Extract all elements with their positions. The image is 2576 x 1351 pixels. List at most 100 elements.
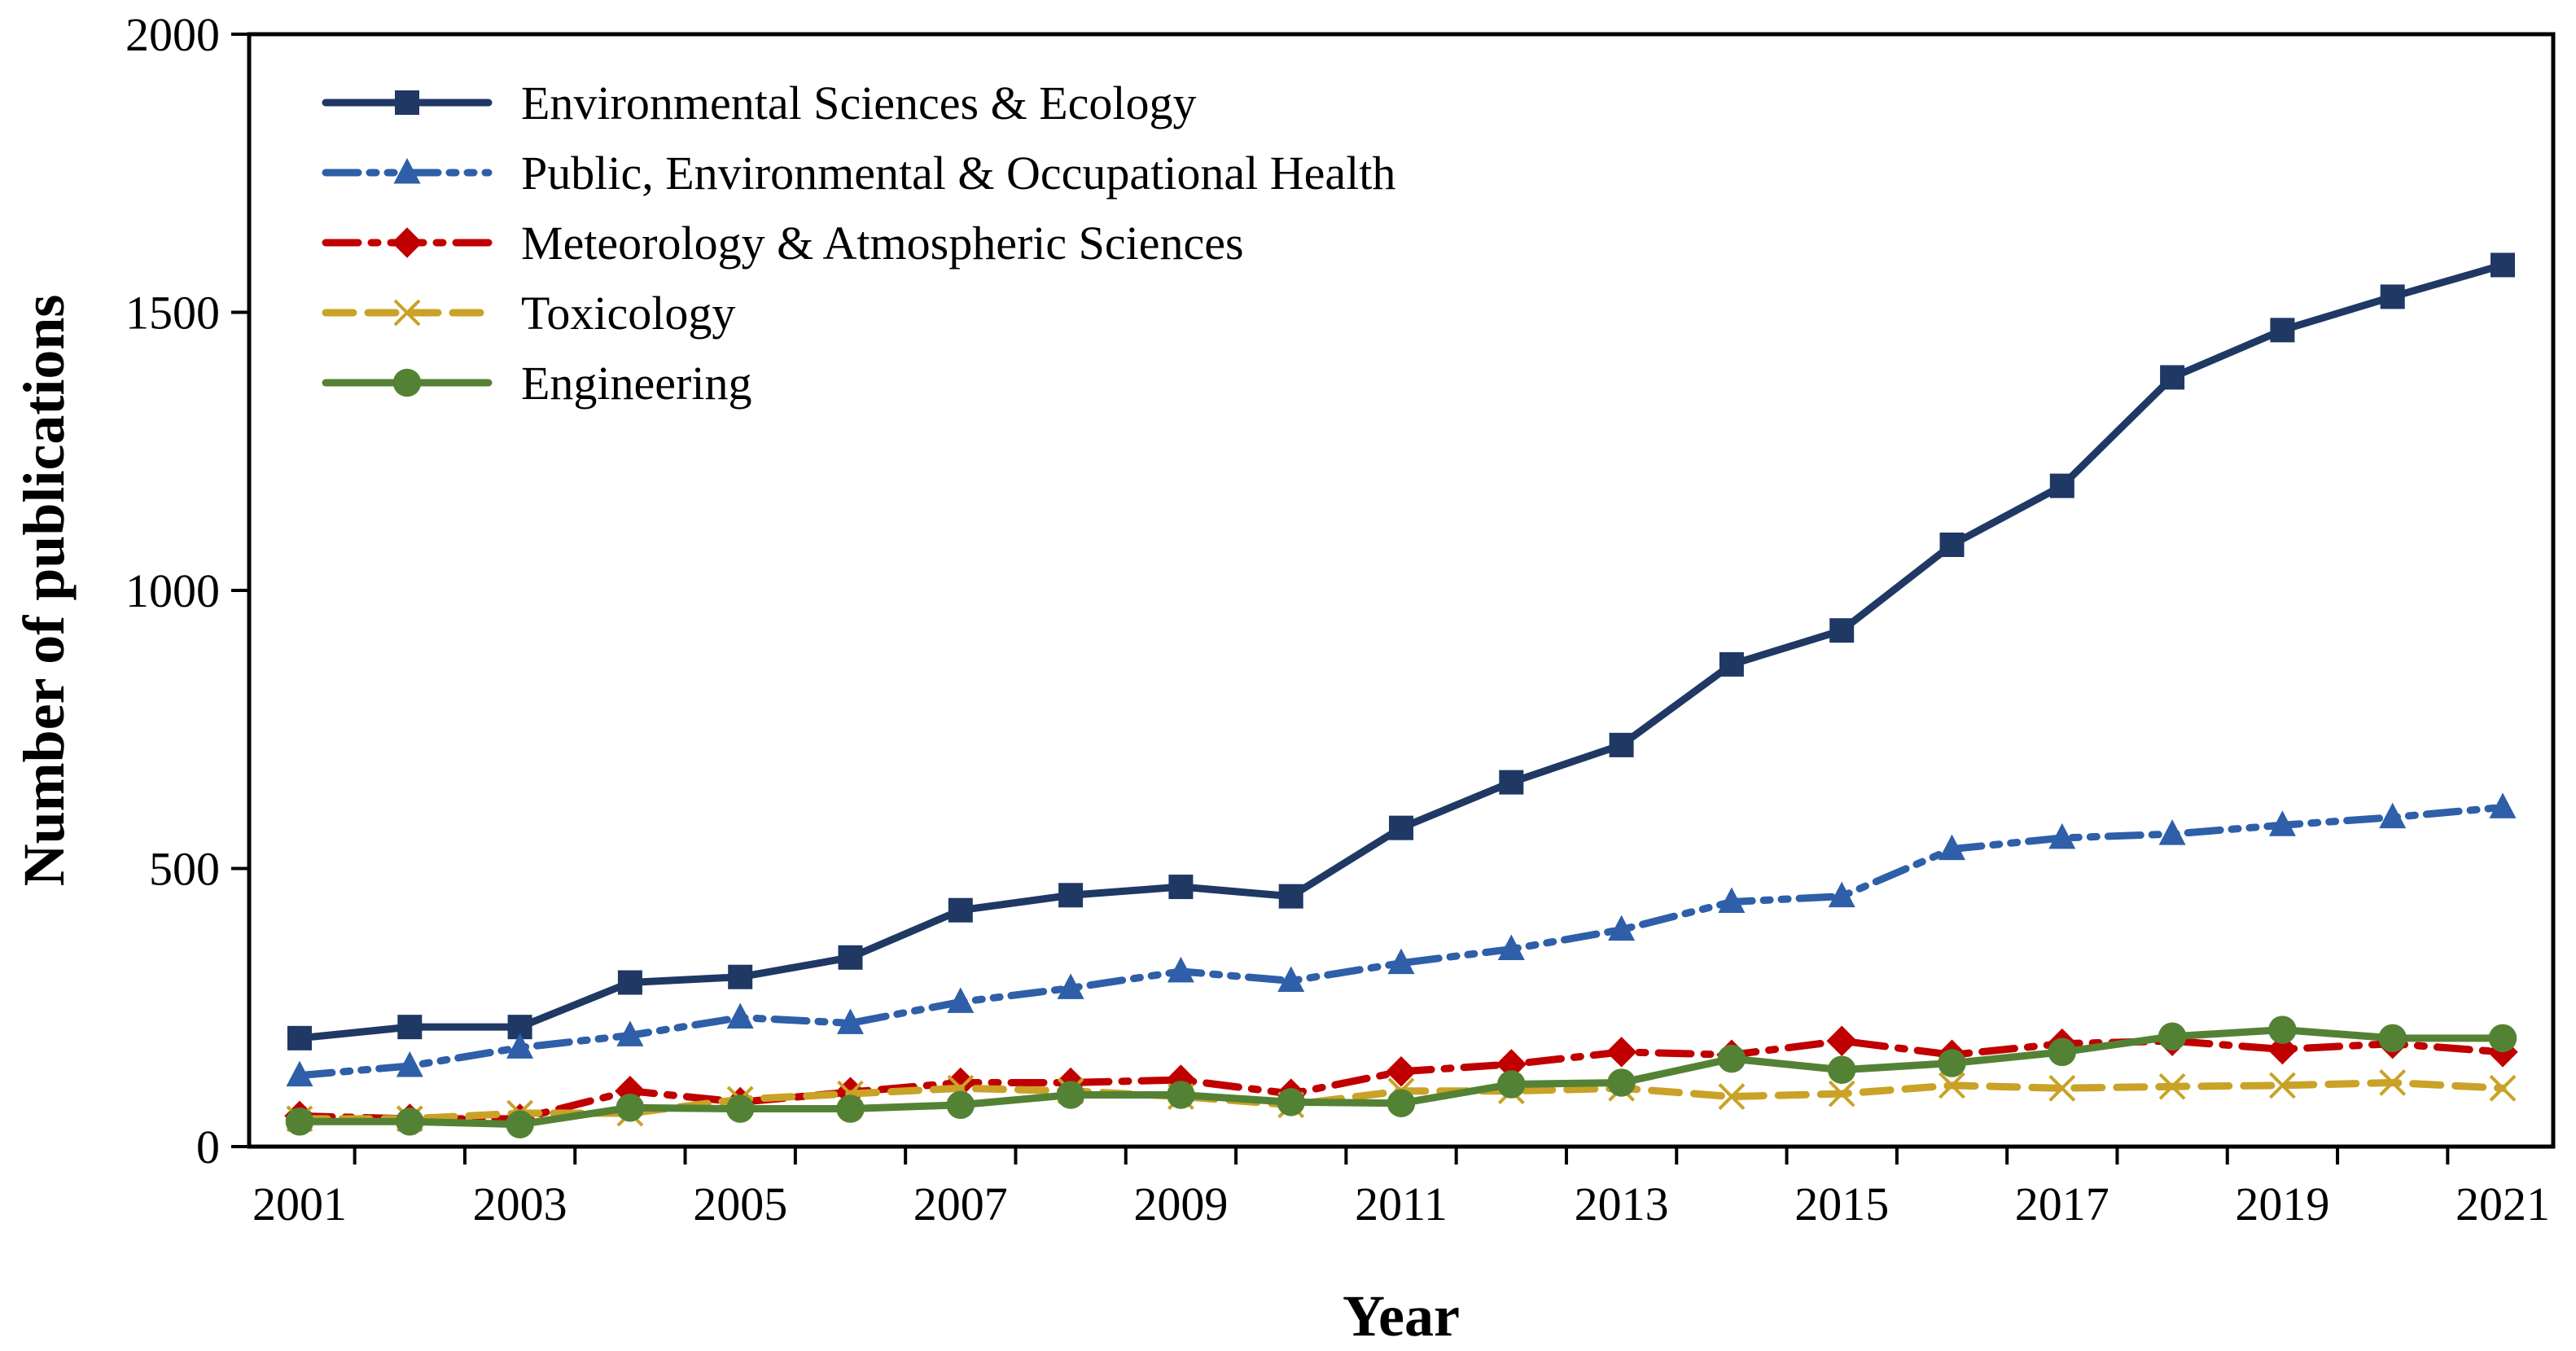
data-point — [1718, 1083, 1746, 1110]
data-point — [2489, 792, 2517, 818]
data-point — [396, 1108, 424, 1136]
legend-marker — [392, 368, 422, 397]
data-point — [1609, 732, 1634, 757]
series-5 — [285, 1015, 2517, 1138]
legend-label: Public, Environmental & Occupational Hea… — [521, 147, 1395, 200]
y-tick-label: 0 — [196, 1121, 220, 1173]
data-point — [2268, 810, 2296, 836]
data-point — [2268, 1072, 2296, 1099]
data-point — [617, 970, 642, 995]
data-point — [2489, 1074, 2517, 1102]
x-axis-ticks: 2001 2003 2005 2007 2009 2011 2013 2015 2017 2019… — [252, 1147, 2550, 1230]
data-point — [2491, 252, 2515, 278]
data-point — [2048, 822, 2076, 849]
legend-marker — [392, 227, 423, 258]
data-point — [285, 1108, 314, 1136]
legend-label: Toxicology — [521, 287, 735, 340]
data-point — [948, 897, 973, 923]
series-2 — [286, 792, 2517, 1087]
data-point — [1058, 883, 1084, 908]
data-point — [836, 1094, 865, 1123]
data-point — [1056, 1081, 1085, 1109]
y-tick-label: 1500 — [125, 287, 220, 340]
y-axis-ticks: 0 500 1000 1500 2000 — [125, 8, 249, 1173]
data-point — [506, 1110, 534, 1138]
data-point — [1939, 1072, 1965, 1099]
x-tick-label: 2003 — [473, 1178, 567, 1230]
y-tick-label: 500 — [149, 843, 220, 896]
data-point — [506, 1033, 534, 1059]
data-point — [616, 1020, 644, 1046]
legend-label: Meteorology & Atmospheric Sciences — [521, 217, 1244, 270]
data-point — [838, 945, 863, 970]
data-point — [2378, 1024, 2407, 1053]
data-point — [2160, 365, 2185, 390]
data-point — [2270, 318, 2295, 343]
legend-item: Toxicology — [322, 287, 735, 340]
data-point — [2488, 1024, 2517, 1053]
data-point — [1497, 934, 1525, 961]
data-point — [1167, 956, 1194, 983]
x-tick-label: 2019 — [2235, 1178, 2329, 1230]
data-point — [946, 1090, 975, 1120]
x-tick-label: 2011 — [1355, 1178, 1448, 1230]
data-point — [2268, 1015, 2297, 1044]
x-tick-label: 2021 — [2456, 1178, 2550, 1230]
data-point — [1719, 651, 1744, 677]
series-1 — [287, 252, 2515, 1051]
data-point — [728, 964, 753, 989]
series-layer — [284, 252, 2518, 1138]
data-point — [1608, 915, 1636, 941]
data-point — [397, 1015, 423, 1040]
data-point — [947, 987, 975, 1013]
x-tick-label: 2017 — [2015, 1178, 2109, 1230]
data-point — [286, 1060, 313, 1087]
data-point — [2267, 1033, 2298, 1065]
y-tick-label: 2000 — [125, 8, 220, 61]
legend-item: Engineering — [322, 357, 751, 410]
data-point — [1717, 1044, 1746, 1073]
data-point — [1387, 948, 1415, 975]
data-point — [2048, 1074, 2076, 1102]
y-tick-label: 1000 — [125, 564, 220, 617]
data-point — [1829, 618, 1855, 643]
data-point — [2379, 802, 2407, 829]
data-point — [726, 1002, 754, 1029]
x-tick-label: 2001 — [252, 1178, 347, 1230]
data-point — [1828, 1080, 1855, 1108]
data-point — [1938, 1049, 1966, 1077]
legend-item: Public, Environmental & Occupational Hea… — [322, 147, 1395, 200]
legend-marker — [393, 158, 421, 184]
y-axis-title: Number of publications — [11, 295, 77, 887]
data-point — [287, 1025, 312, 1051]
legend-marker — [395, 90, 419, 115]
legend: Environmental Sciences & Ecology Public, … — [322, 77, 1395, 410]
data-point — [2379, 1069, 2407, 1096]
data-point — [2158, 1022, 2187, 1051]
data-point — [1939, 834, 1965, 861]
data-point — [837, 1008, 864, 1034]
data-point — [1057, 973, 1084, 999]
data-point — [2158, 819, 2186, 845]
data-point — [2048, 1037, 2077, 1067]
x-axis-title: Year — [1343, 1283, 1460, 1349]
data-point — [1386, 1056, 1417, 1087]
data-point — [2158, 1072, 2186, 1100]
legend-marker — [393, 299, 421, 327]
data-point — [1939, 532, 1965, 557]
data-point — [1718, 887, 1746, 913]
data-point — [1278, 884, 1303, 909]
data-point — [396, 1051, 423, 1077]
data-point — [616, 1093, 645, 1122]
legend-item: Meteorology & Atmospheric Sciences — [322, 217, 1244, 270]
data-point — [1277, 966, 1305, 992]
legend-label: Environmental Sciences & Ecology — [521, 77, 1197, 129]
data-point — [1826, 1025, 1857, 1056]
x-tick-label: 2015 — [1794, 1178, 1889, 1230]
legend-label: Engineering — [521, 357, 751, 410]
data-point — [1499, 770, 1524, 795]
data-point — [1828, 881, 1855, 908]
x-tick-label: 2007 — [913, 1178, 1008, 1230]
data-point — [1167, 1081, 1195, 1109]
x-tick-label: 2005 — [693, 1178, 787, 1230]
